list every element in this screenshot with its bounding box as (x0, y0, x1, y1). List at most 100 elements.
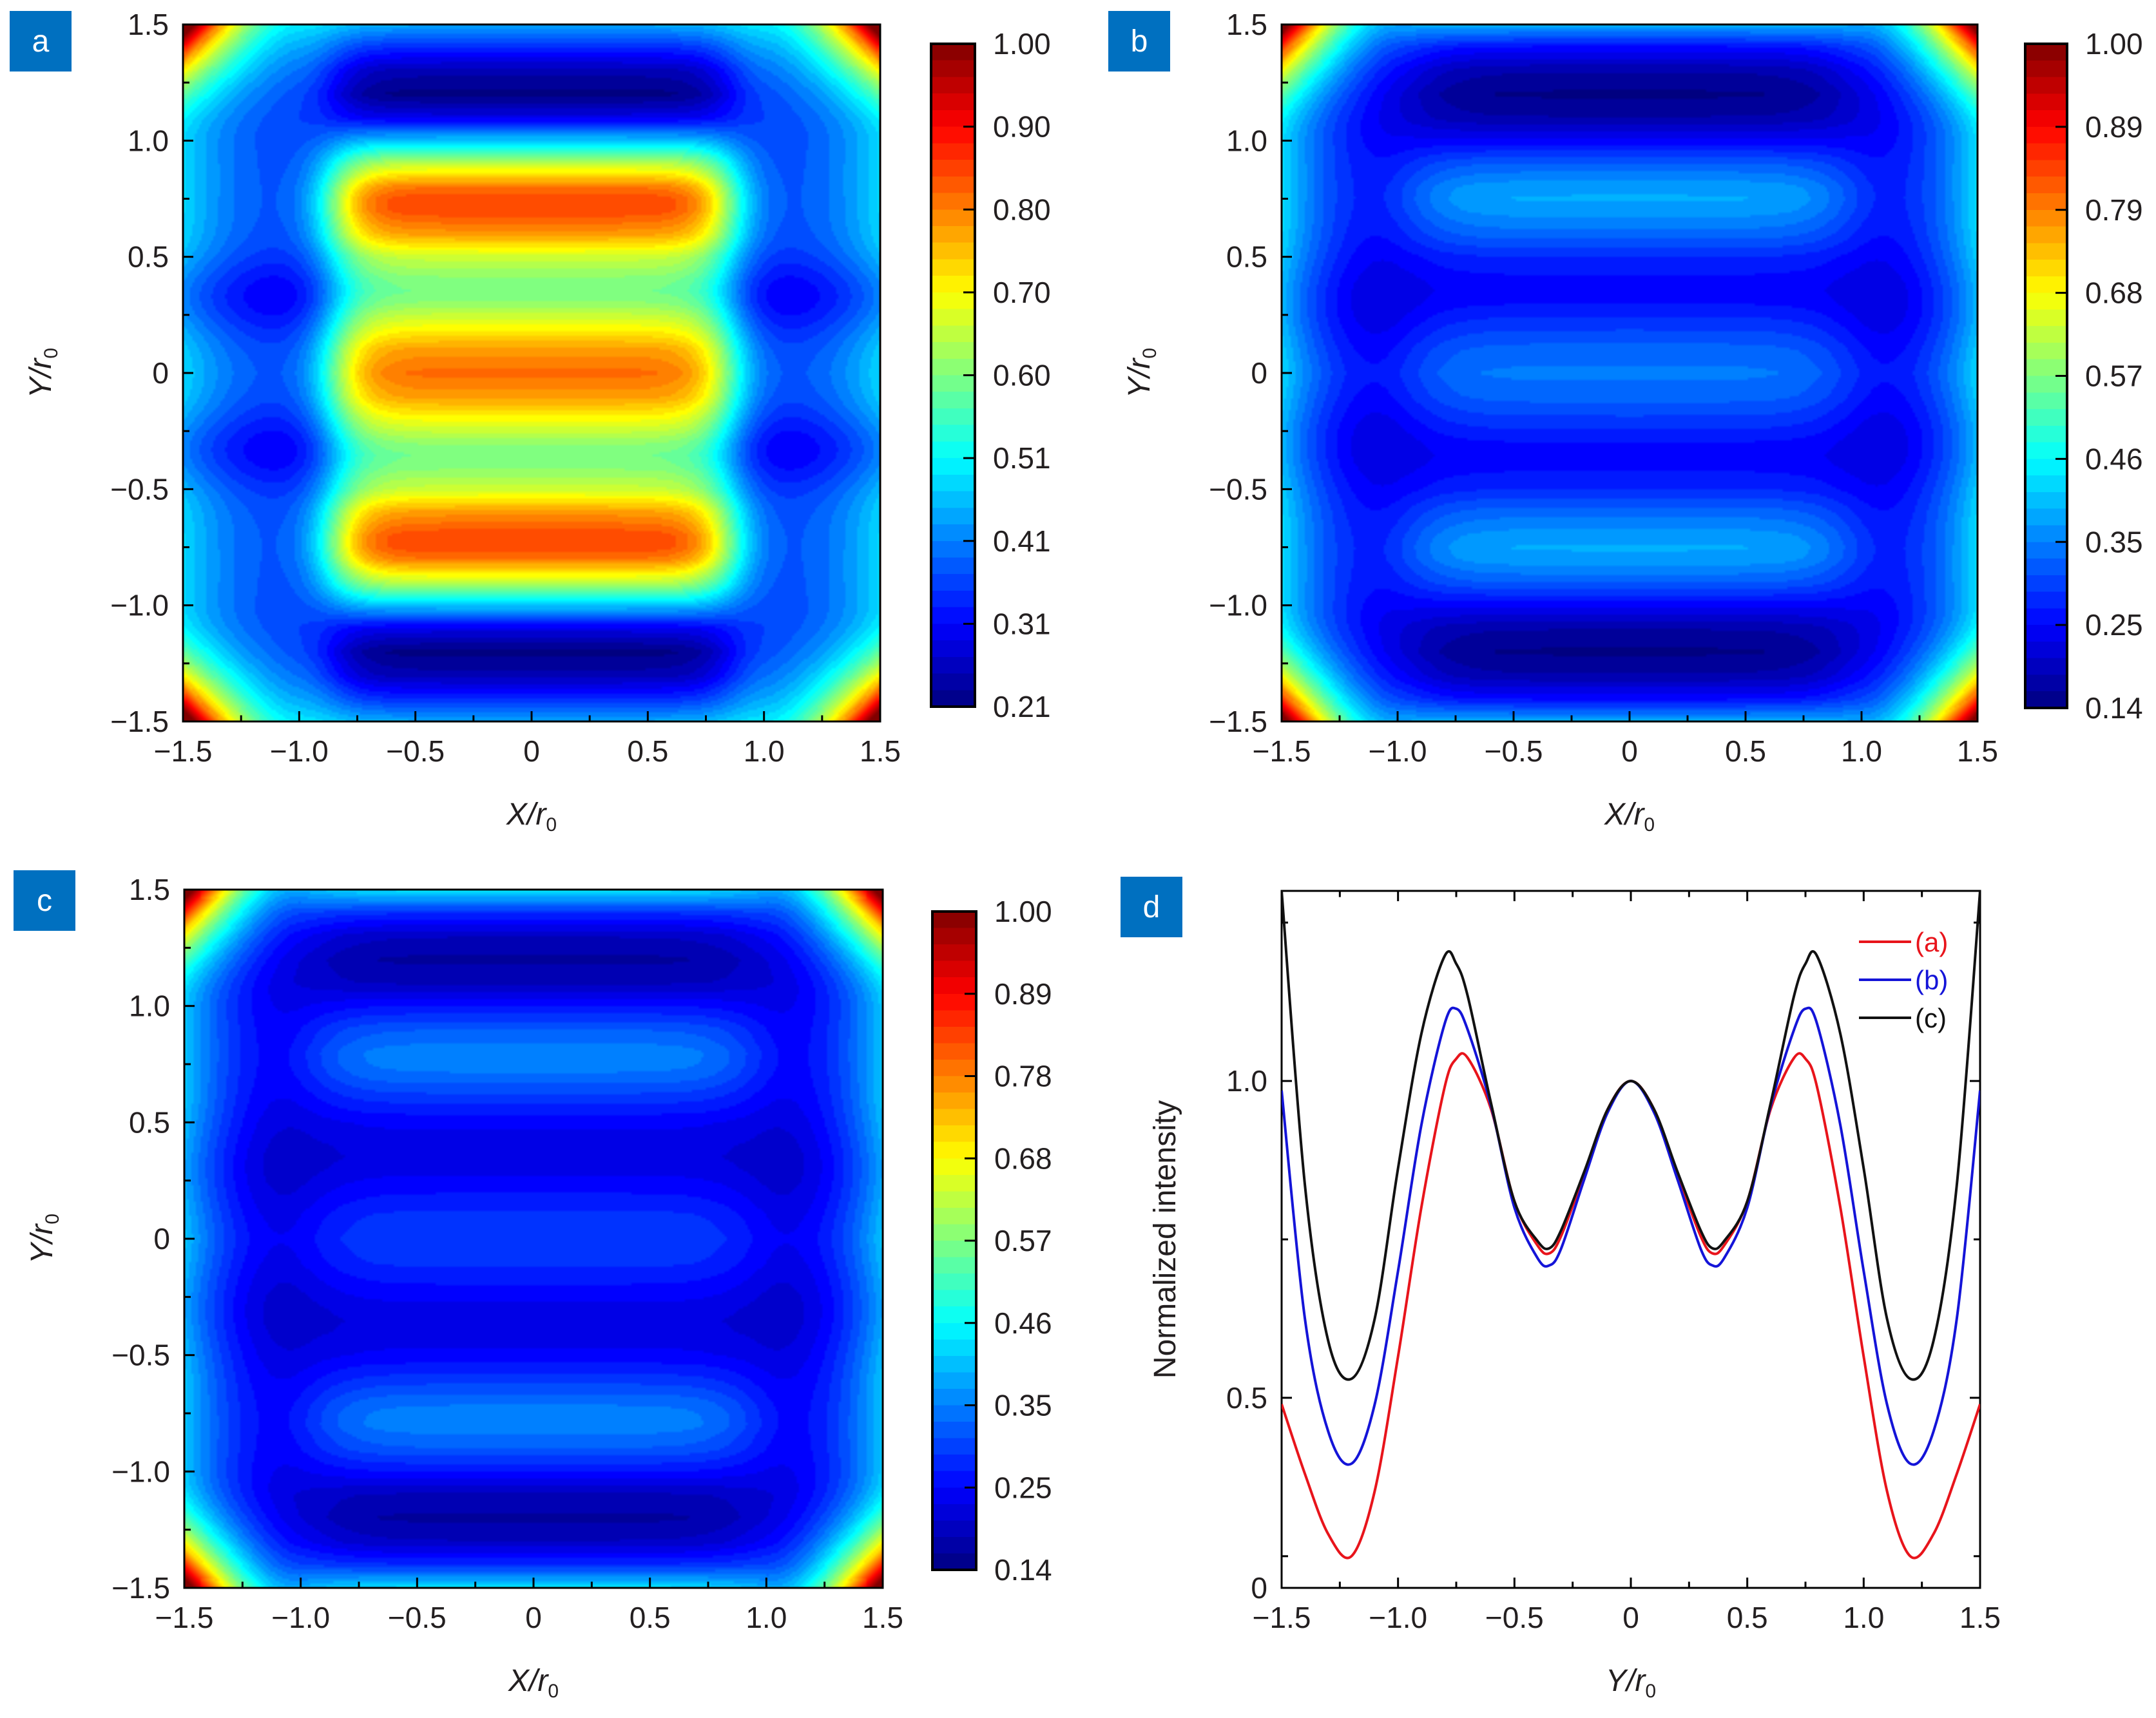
y-tick-label: 0.5 (128, 240, 169, 274)
y-axis-title: Y/r0 (24, 348, 62, 398)
y-tick-label: −0.5 (110, 472, 169, 506)
y-tick-label: 0.5 (129, 1105, 170, 1139)
y-axis-title: Y/r0 (1122, 348, 1160, 398)
colorbar-tick-label: 0.57 (994, 1224, 1052, 1257)
colorbar-tick-label: 0.41 (993, 524, 1051, 558)
y-tick-label: 1.0 (128, 124, 169, 157)
x-axis-title: X/r0 (506, 797, 557, 835)
series-line-c (1282, 891, 1980, 1381)
x-tick-label: 0.5 (1725, 734, 1766, 768)
x-tick-label: −1.0 (270, 734, 329, 768)
y-tick-label: 1.0 (1226, 1064, 1267, 1098)
y-tick-label: −1.0 (110, 589, 169, 622)
x-tick-label: 1.0 (746, 1601, 787, 1634)
panel-label-d: d (1121, 877, 1182, 937)
x-tick-label: 1.5 (860, 734, 901, 768)
colorbar-tick-label: 0.70 (993, 276, 1051, 309)
x-tick-label: −1.0 (271, 1601, 330, 1634)
x-tick-label: −1.5 (1253, 1601, 1311, 1634)
x-tick-label: 0 (1622, 1601, 1639, 1634)
colorbar-tick-label: 0.68 (2085, 276, 2143, 310)
y-tick-label: 0.5 (1226, 240, 1267, 274)
x-tick-label: −0.5 (1485, 1601, 1544, 1634)
heatmap-c (184, 890, 883, 1588)
x-axis-title: X/r0 (1604, 797, 1655, 835)
y-tick-label: 0 (1251, 1571, 1267, 1605)
x-tick-label: 0.5 (627, 734, 668, 768)
y-tick-label: −1.0 (1209, 589, 1267, 622)
x-tick-label: 0 (1621, 734, 1638, 768)
colorbar-tick-label: 0.89 (994, 977, 1052, 1011)
x-tick-label: 0 (525, 1601, 542, 1634)
x-tick-label: 1.0 (744, 734, 785, 768)
y-tick-label: 0.5 (1226, 1381, 1267, 1415)
panel-label-b: b (1108, 11, 1170, 72)
y-tick-label: 0 (1251, 356, 1267, 390)
x-axis-title: X/r0 (508, 1664, 559, 1702)
x-tick-label: −1.5 (154, 734, 213, 768)
x-axis-title: Y/r0 (1606, 1664, 1656, 1702)
x-tick-label: −0.5 (386, 734, 445, 768)
heatmap-a (183, 24, 880, 721)
series-line-a (1282, 1052, 1980, 1560)
y-tick-label: −0.5 (111, 1339, 170, 1372)
y-tick-label: 1.5 (1226, 8, 1267, 41)
x-tick-label: 1.5 (1959, 1601, 2001, 1634)
panel-label-a: a (10, 11, 72, 72)
y-axis-title: Y/r0 (25, 1214, 63, 1264)
y-tick-label: 1.0 (129, 989, 170, 1023)
legend-label: (a) (1915, 927, 1948, 957)
colorbar-tick-label: 1.00 (2085, 27, 2143, 61)
x-tick-label: 0.5 (630, 1601, 671, 1634)
colorbar-tick-label: 0.51 (993, 441, 1051, 475)
colorbar-tick-label: 0.14 (994, 1553, 1052, 1587)
y-tick-label: 1.5 (129, 873, 170, 906)
colorbar-tick-label: 0.46 (994, 1306, 1052, 1340)
x-tick-label: 1.5 (862, 1601, 903, 1634)
colorbar-tick-label: 0.80 (993, 193, 1051, 226)
x-tick-label: 0.5 (1727, 1601, 1768, 1634)
plot-frame-b (1280, 23, 1979, 723)
colorbar-tick-label: 0.57 (2085, 359, 2143, 393)
colorbar-tick-label: 0.46 (2085, 442, 2143, 475)
colorbar-tick-label: 0.68 (994, 1141, 1052, 1175)
legend-label: (b) (1915, 965, 1948, 995)
x-tick-label: 0 (523, 734, 540, 768)
x-tick-label: 1.5 (1957, 734, 1998, 768)
x-tick-label: −1.0 (1369, 734, 1427, 768)
x-tick-label: −1.0 (1369, 1601, 1427, 1634)
colorbar-tick-label: 0.90 (993, 110, 1051, 144)
colorbar-tick-label: 0.25 (994, 1471, 1052, 1504)
colorbar-tick-label: 0.21 (993, 690, 1051, 723)
colorbar-tick-label: 0.79 (2085, 193, 2143, 227)
y-tick-label: 1.0 (1226, 124, 1267, 157)
colorbar-tick-label: 1.00 (993, 27, 1051, 61)
colorbar-tick-label: 0.35 (2085, 525, 2143, 558)
colorbar-tick-label: 0.89 (2085, 110, 2143, 144)
y-tick-label: −1.0 (111, 1455, 170, 1488)
heatmap-b (1282, 24, 1978, 721)
colorbar-tick-label: 0.25 (2085, 608, 2143, 642)
series-line-b (1282, 1006, 1980, 1466)
legend-label: (c) (1915, 1003, 1947, 1033)
x-tick-label: −1.5 (155, 1601, 214, 1634)
x-tick-label: 1.0 (1841, 734, 1882, 768)
y-tick-label: 1.5 (128, 8, 169, 41)
colorbar-tick-label: 0.14 (2085, 691, 2143, 725)
y-tick-label: −0.5 (1209, 472, 1267, 506)
y-tick-label: 0 (153, 1222, 170, 1255)
y-axis-title: Normalized intensity (1148, 1100, 1182, 1379)
y-tick-label: 0 (152, 356, 169, 390)
y-tick-label: −1.5 (110, 705, 169, 738)
plot-frame-c (183, 888, 884, 1589)
colorbar-tick-label: 0.78 (994, 1060, 1052, 1093)
y-tick-label: −1.5 (1209, 705, 1267, 738)
colorbar-tick-label: 0.31 (993, 607, 1051, 640)
y-tick-label: −1.5 (111, 1571, 170, 1605)
colorbar-tick-label: 0.35 (994, 1389, 1052, 1422)
colorbar-tick-label: 0.60 (993, 359, 1051, 392)
colorbar-tick-label: 1.00 (994, 895, 1052, 928)
plot-frame-a (182, 23, 881, 723)
